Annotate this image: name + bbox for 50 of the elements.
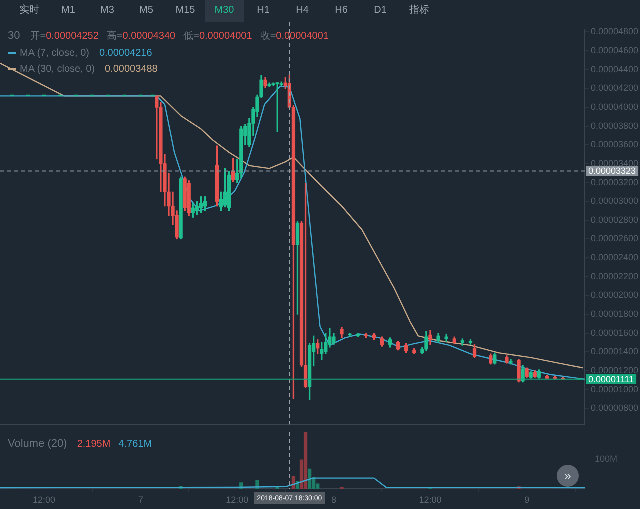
text: M3 xyxy=(100,4,116,18)
annotation: 0.00004216 xyxy=(99,48,152,59)
x-tick-label: 12:00 xyxy=(419,495,442,506)
chart-subtitle: 开=0.00004252 高=0.00004340 低=0.00004001 收=0.00004001 xyxy=(30,31,329,42)
y-tick-label: 0.00004800 xyxy=(591,26,639,37)
text: H6 xyxy=(334,4,349,18)
y-tick-label: 0.00003400 xyxy=(591,158,639,168)
ref-line-label: 0.00001111 xyxy=(588,374,634,384)
y-tick-label: 0.00002000 xyxy=(591,290,639,300)
y-tick-label: 0.00004600 xyxy=(591,46,639,56)
text: M5 xyxy=(138,4,154,18)
legend-label: MA (30, close, 0) xyxy=(20,64,96,75)
text: M1 xyxy=(60,4,76,18)
text: M30 xyxy=(205,0,244,22)
x-tick-label: 9 xyxy=(524,495,530,506)
legend-label: MA (7, close, 0) xyxy=(20,48,90,59)
x-tick-label: 7 xyxy=(138,495,144,506)
double-chevron-icon: » xyxy=(557,465,579,487)
text: Volume (20) xyxy=(8,438,68,450)
y-tick-label: 0.00002200 xyxy=(591,271,639,282)
y-tick-label: 0.00002600 xyxy=(591,234,639,244)
y-tick-label: 0.00002400 xyxy=(591,252,639,263)
y-tick-label: 0.00000800 xyxy=(591,403,639,414)
y-tick-label: 0.00004200 xyxy=(591,83,639,94)
y-tick-label: 0.00001600 xyxy=(591,328,639,338)
y-tick-label: 0.00003600 xyxy=(591,140,639,150)
text: H1 xyxy=(256,4,271,18)
x-tick-label: 12:00 xyxy=(226,495,249,506)
annotation: 0.00003488 xyxy=(105,64,158,75)
y-tick-label: 0.00002800 xyxy=(591,214,639,225)
text: H4 xyxy=(295,4,310,18)
y-tick-label: 0.00001200 xyxy=(591,365,639,376)
x-tick-label: 12:00 xyxy=(32,495,56,506)
y-tick-label: 0.00003800 xyxy=(591,120,639,131)
annotation: 2.195M xyxy=(77,439,111,450)
y-tick-label: 0.00004000 xyxy=(591,102,639,112)
text: 实时 xyxy=(18,4,40,18)
text: M15 xyxy=(174,4,196,18)
ref-line-label: 0.00003323 xyxy=(588,166,636,176)
text: 指标 xyxy=(408,4,430,18)
x-tick-label: 8 xyxy=(331,495,336,506)
y-tick-label: 0.00001800 xyxy=(591,308,639,319)
y-tick-label: 0.00001000 xyxy=(591,384,639,394)
text: D1 xyxy=(373,4,388,18)
annotation: 4.761M xyxy=(118,439,152,450)
y-tick-label: 0.00001400 xyxy=(591,346,639,357)
y-tick-label: 0.00003000 xyxy=(591,196,639,206)
chart-title: 30 xyxy=(8,30,20,42)
y-tick-label: 0.00003200 xyxy=(591,177,639,188)
y-tick-label: 0.00004400 xyxy=(591,64,639,74)
